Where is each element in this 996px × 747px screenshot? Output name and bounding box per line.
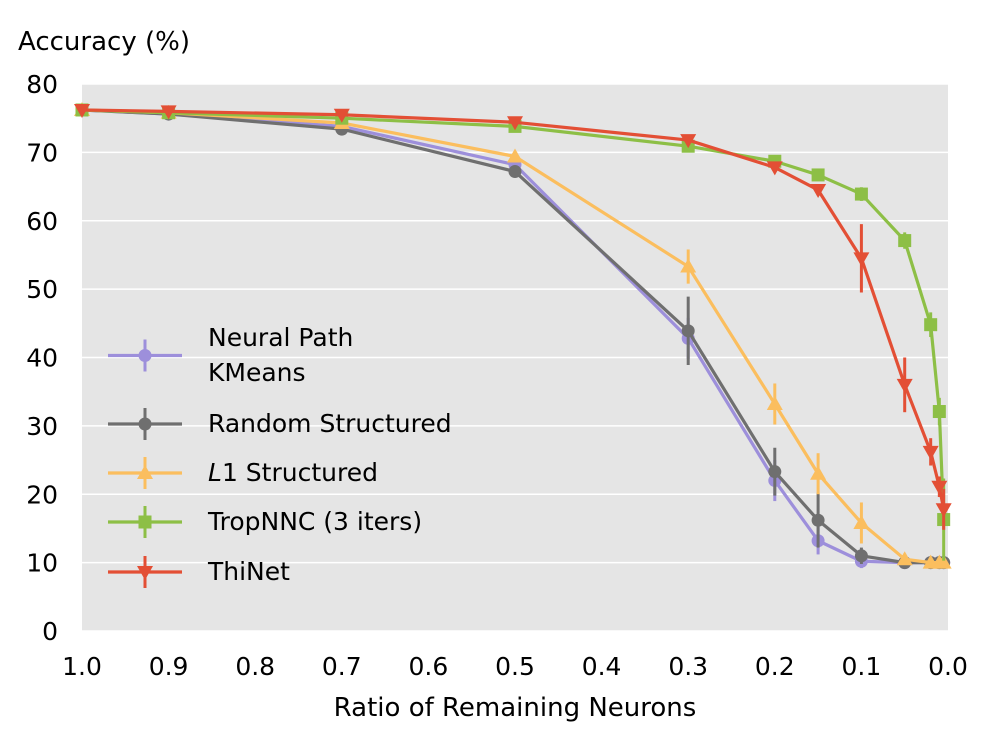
data-point [931, 480, 948, 495]
data-point [896, 551, 913, 566]
x-tick-label: 0.6 [409, 652, 449, 681]
x-tick-label: 0.2 [755, 652, 795, 681]
y-tick-label: 0 [42, 617, 58, 646]
y-tick-label: 60 [26, 207, 58, 236]
legend-marker [137, 566, 153, 580]
x-tick-label: 0.7 [322, 652, 362, 681]
y-tick-label: 50 [26, 275, 58, 304]
legend-marker [138, 515, 152, 529]
data-point [810, 465, 827, 480]
data-point [924, 318, 938, 332]
data-point [935, 554, 952, 569]
data-point [811, 513, 825, 527]
legend-label: Random Structured [208, 409, 452, 438]
legend-item-1: Random Structured [108, 408, 452, 440]
legend-marker [137, 465, 153, 479]
legend-item-0: Neural Path KMeans [108, 323, 353, 387]
series-line [81, 108, 946, 520]
legend-marker [138, 349, 152, 362]
x-tick-label: 0.4 [582, 652, 622, 681]
y-tick-label: 80 [26, 70, 58, 99]
legend-item-2: L1 Structured [108, 457, 378, 489]
x-tick-label: 0.8 [235, 652, 275, 681]
data-point [766, 395, 783, 410]
series [74, 101, 952, 570]
x-axis-title: Ratio of Remaining Neurons [334, 693, 697, 723]
data-point [935, 503, 952, 518]
series-4 [74, 103, 952, 530]
data-point [681, 324, 695, 338]
data-point [766, 161, 783, 176]
x-tick-label: 0.1 [842, 652, 882, 681]
data-point [811, 168, 825, 182]
data-point [810, 183, 827, 198]
legend: Neural Path KMeans Random Structured L1 Str… [108, 323, 452, 588]
data-point [922, 445, 939, 460]
data-point [854, 187, 868, 201]
y-tick-label: 70 [26, 138, 58, 167]
legend-label: TropNNC (3 iters) [207, 507, 422, 536]
data-point [74, 103, 90, 118]
legend-label: Neural Path [208, 323, 353, 352]
y-axis-title: Accuracy (%) [18, 27, 190, 57]
grid [82, 83, 948, 632]
data-point [898, 234, 912, 248]
y-tick-label: 40 [26, 344, 58, 373]
x-tick-label: 0.5 [495, 652, 535, 681]
data-point [680, 258, 697, 273]
legend-label: KMeans [208, 358, 306, 387]
data-point [680, 134, 697, 149]
data-point [854, 549, 868, 563]
x-tick-label: 0.9 [149, 652, 189, 681]
legend-marker [138, 417, 152, 431]
data-point [853, 252, 870, 267]
data-point [508, 165, 522, 179]
data-point [333, 108, 350, 123]
x-tick-label: 0.0 [928, 652, 968, 681]
legend-item-3: TropNNC (3 iters) [108, 506, 422, 538]
x-tick-labels: 1.0 0.9 0.8 0.7 0.6 0.5 0.4 0.3 0.2 0.1 0.0 [62, 652, 968, 681]
y-tick-label: 20 [26, 480, 58, 509]
legend-label: L1 Structured [208, 458, 378, 487]
data-point [853, 514, 870, 529]
legend-label: ThiNet [207, 557, 290, 586]
y-tick-label: 10 [26, 549, 58, 578]
data-point [507, 148, 523, 163]
x-tick-label: 0.3 [668, 652, 708, 681]
y-tick-labels: 0 10 20 30 40 50 60 70 80 [26, 70, 58, 646]
x-tick-label: 1.0 [62, 652, 102, 681]
legend-item-4: ThiNet [108, 556, 290, 588]
data-point [768, 465, 782, 479]
data-point [507, 116, 523, 131]
y-tick-label: 30 [26, 412, 58, 441]
data-point [896, 378, 913, 393]
data-point [932, 405, 946, 419]
data-point [160, 105, 177, 120]
